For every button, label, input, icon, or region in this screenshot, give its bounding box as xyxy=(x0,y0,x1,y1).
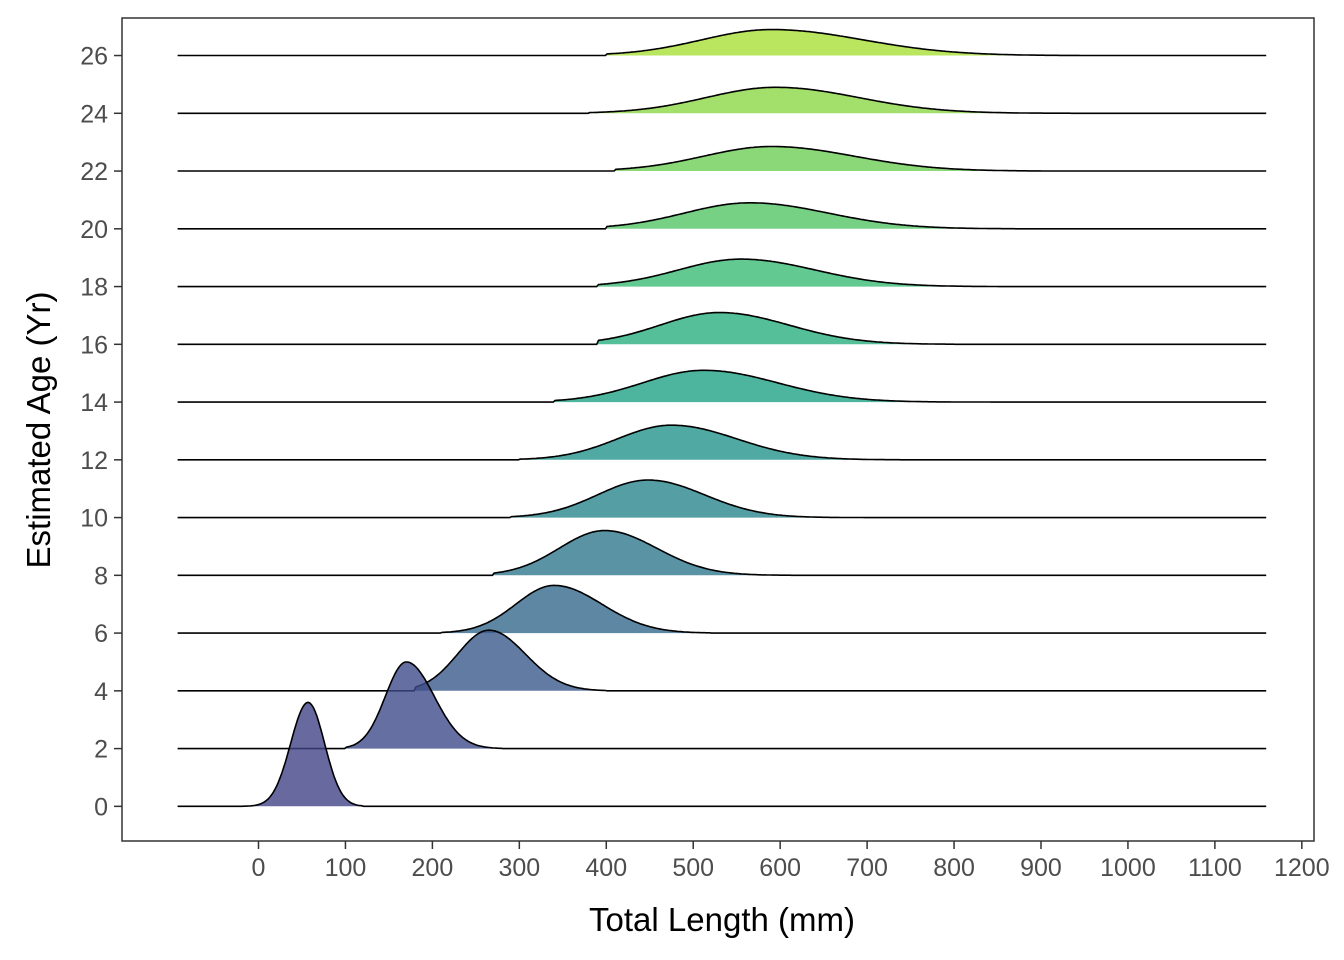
ridge-line-age-10 xyxy=(177,479,1267,519)
x-tick-label: 500 xyxy=(672,854,714,882)
x-tick-label: 1200 xyxy=(1274,854,1330,882)
ridge-age-22 xyxy=(177,145,1268,172)
ridge-line-age-8 xyxy=(177,529,1267,577)
ridge-fill-age-14 xyxy=(177,370,1268,403)
y-tick-label: 8 xyxy=(94,562,108,590)
ridge-age-14 xyxy=(177,369,1268,403)
ridge-line-age-2 xyxy=(177,661,1267,750)
x-tick-label: 300 xyxy=(498,854,540,882)
y-tick-label: 26 xyxy=(80,43,108,71)
x-tick-label: 100 xyxy=(325,854,367,882)
x-tick-label: 1100 xyxy=(1188,854,1242,882)
ridge-fill-age-18 xyxy=(177,259,1268,287)
ridge-line-age-6 xyxy=(177,584,1267,634)
ridge-line-age-24 xyxy=(177,86,1267,115)
x-axis-ticks: 0 100 200 300 400 500 600 700 800 900 1000 1100 1200 xyxy=(252,841,1330,882)
ridge-age-18 xyxy=(177,258,1268,288)
x-tick-label: 0 xyxy=(252,854,266,882)
ridge-fill-age-20 xyxy=(177,202,1268,229)
ridge-fill-age-16 xyxy=(177,312,1268,345)
ridge-age-6 xyxy=(177,584,1268,634)
ridges xyxy=(177,28,1268,808)
y-tick-label: 12 xyxy=(80,447,108,475)
ridge-fill-age-10 xyxy=(177,480,1268,518)
y-tick-label: 16 xyxy=(80,331,108,359)
ridge-line-age-4 xyxy=(177,629,1267,692)
x-tick-label: 1000 xyxy=(1100,854,1156,882)
ridge-age-10 xyxy=(177,479,1268,519)
ridge-fill-age-24 xyxy=(177,87,1268,114)
ridge-line-age-0 xyxy=(177,701,1267,808)
y-tick-label: 24 xyxy=(80,100,108,128)
ridge-line-age-20 xyxy=(177,202,1267,230)
ridge-line-age-26 xyxy=(177,28,1267,57)
x-tick-label: 400 xyxy=(585,854,627,882)
ridge-age-4 xyxy=(177,629,1268,692)
ridge-age-12 xyxy=(177,424,1268,461)
y-tick-label: 10 xyxy=(80,505,108,533)
x-axis-title: Total Length (mm) xyxy=(589,901,855,938)
ridge-fill-age-0 xyxy=(177,702,1268,807)
ridge-fill-age-26 xyxy=(177,29,1268,56)
y-axis-title: Estimated Age (Yr) xyxy=(20,292,57,569)
ridge-line-age-12 xyxy=(177,424,1267,461)
y-tick-label: 4 xyxy=(94,678,108,706)
x-tick-label: 800 xyxy=(933,854,975,882)
ridge-fill-age-12 xyxy=(177,425,1268,460)
ridge-fill-age-4 xyxy=(177,630,1268,691)
ridge-age-16 xyxy=(177,311,1268,346)
ridge-line-age-14 xyxy=(177,369,1267,403)
y-tick-label: 20 xyxy=(80,216,108,244)
ridge-line-age-18 xyxy=(177,258,1267,288)
ridge-age-24 xyxy=(177,86,1268,115)
x-tick-label: 700 xyxy=(846,854,888,882)
ridge-fill-age-2 xyxy=(177,662,1268,749)
y-tick-label: 0 xyxy=(94,793,108,821)
y-tick-label: 6 xyxy=(94,620,108,648)
ridge-age-20 xyxy=(177,202,1268,230)
ridge-age-2 xyxy=(177,661,1268,750)
x-tick-label: 200 xyxy=(412,854,454,882)
x-tick-label: 900 xyxy=(1020,854,1062,882)
y-tick-label: 22 xyxy=(80,158,108,186)
ridge-age-26 xyxy=(177,28,1268,57)
ridge-line-age-16 xyxy=(177,311,1267,346)
y-tick-label: 18 xyxy=(80,274,108,302)
ridge-age-8 xyxy=(177,529,1268,577)
ridge-fill-age-22 xyxy=(177,146,1268,171)
y-tick-label: 2 xyxy=(94,736,108,764)
y-tick-label: 14 xyxy=(80,389,108,417)
ridge-age-0 xyxy=(177,701,1268,808)
ridge-line-age-22 xyxy=(177,145,1267,172)
x-tick-label: 600 xyxy=(759,854,801,882)
